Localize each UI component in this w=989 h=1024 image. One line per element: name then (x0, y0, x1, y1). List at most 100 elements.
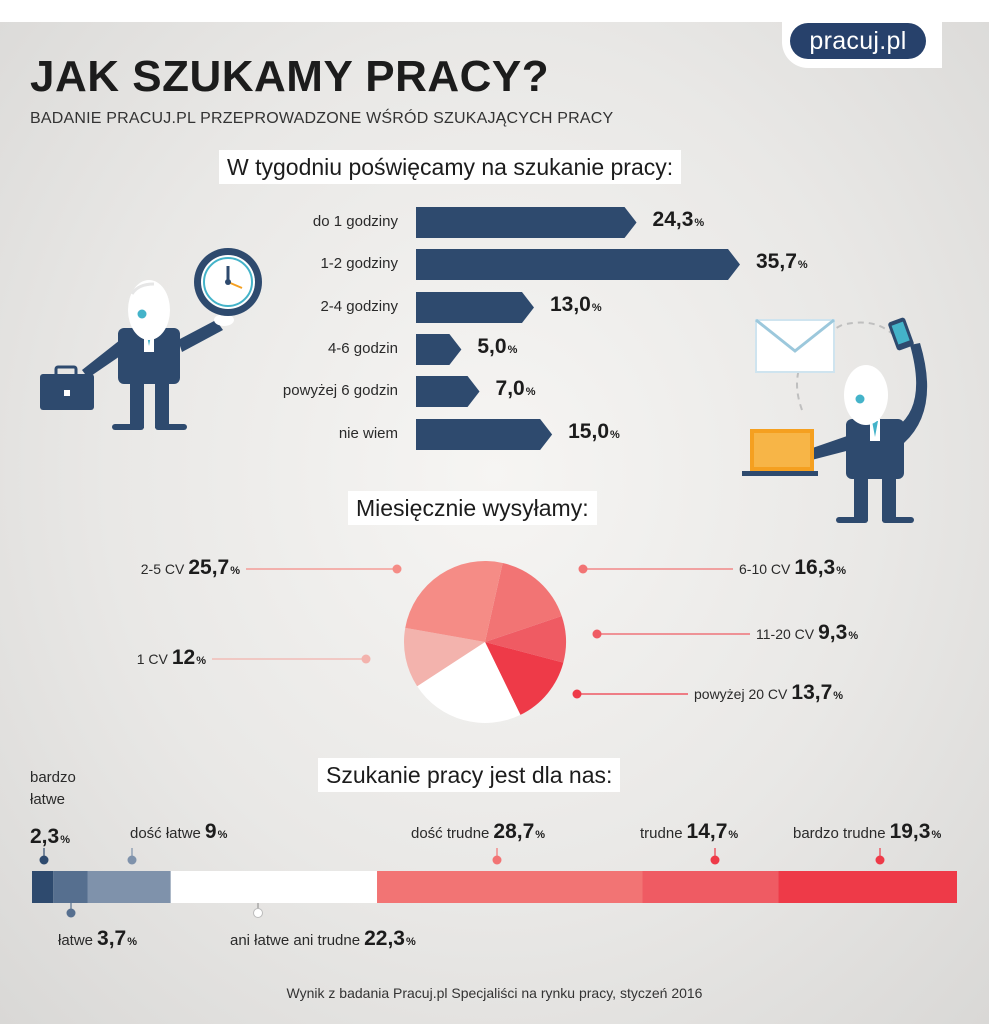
stack-segment (377, 871, 643, 903)
stack-label-unit: % (217, 829, 228, 841)
bar-category-label: nie wiem (338, 424, 398, 442)
stack-segment (53, 871, 88, 903)
bar-value-label: 15,0% (568, 420, 620, 444)
envelope-icon (755, 318, 835, 373)
stack-label-number: 28,7 (493, 820, 535, 843)
pie-label-number: 13,7 (791, 681, 833, 704)
section-title-monthly: Miesięcznie wysyłamy: (348, 491, 597, 525)
bar-shape (416, 249, 740, 281)
stack-label-category: ani łatwe ani trudne (230, 932, 361, 949)
stack-label-unit: % (535, 829, 546, 841)
pie-label-value: 12% (172, 646, 206, 669)
stack-leader-dot (492, 855, 502, 865)
stack-leader-dot (39, 855, 49, 865)
bar-mark (416, 207, 637, 238)
pie-slice (485, 642, 564, 715)
pie-label-number: 25,7 (188, 556, 230, 579)
bar-shape (416, 376, 480, 408)
stack-segment (642, 871, 779, 903)
bar-shape (416, 333, 462, 365)
pie-label-number: 12 (171, 646, 196, 669)
stack-label-number: 3,7 (97, 927, 127, 950)
stack-label-category: bardzo łatwe (30, 769, 76, 808)
pie-label-category: powyżej 20 CV (694, 686, 788, 702)
bar-value-label: 5,0% (477, 335, 517, 359)
bar-value-number: 24,3 (652, 208, 694, 231)
stack-label: dość trudne 28,7% (411, 820, 545, 844)
stack-leader-dot (66, 908, 76, 918)
bar-value-unit: % (591, 301, 602, 314)
stack-segment (778, 871, 957, 903)
phone-icon (888, 317, 914, 351)
pie-label: 1 CV 12% (137, 646, 206, 670)
stack-label-value: 28,7% (493, 820, 545, 843)
pie-label-value: 13,7% (791, 681, 843, 704)
stack-label: bardzo trudne 19,3% (793, 820, 941, 844)
stack-segment (170, 871, 378, 903)
bar-shape (416, 207, 637, 238)
stack-label-unit: % (931, 829, 942, 841)
laptop-icon (742, 429, 818, 476)
stack-label: bardzo łatwe 2,3% (30, 767, 92, 849)
stack-label: ani łatwe ani trudne 22,3% (230, 927, 416, 951)
stack-label: łatwe 3,7% (58, 927, 137, 951)
bar-value-label: 13,0% (550, 293, 602, 317)
stack-leader-dot (127, 855, 137, 865)
pie-slice (485, 616, 567, 663)
pracuj-logo[interactable]: pracuj.pl (790, 23, 926, 59)
bar-value-unit: % (525, 386, 536, 399)
pie-label: 6-10 CV 16,3% (739, 556, 846, 580)
pie-label-value: 25,7% (188, 556, 240, 579)
pie-slice (405, 561, 503, 642)
bar-shape (416, 418, 553, 450)
pie-label-number: 9,3 (818, 621, 848, 644)
pie-label: 11-20 CV 9,3% (756, 621, 858, 645)
stack-leader-dot (710, 855, 720, 865)
stack-label-value: 3,7% (97, 927, 137, 950)
pie-label-category: 6-10 CV (739, 561, 791, 577)
bar-category-label: powyżej 6 godzin (282, 382, 398, 400)
pie-label-category: 2-5 CV (140, 561, 185, 577)
briefcase-icon (40, 365, 94, 410)
stack-label-category: bardzo trudne (793, 825, 886, 842)
pie-label-unit: % (848, 630, 859, 642)
pie-label-unit: % (230, 565, 240, 577)
pie-leader-dot (578, 564, 588, 574)
bar-mark (416, 291, 534, 323)
pie-slice (485, 562, 562, 642)
pie-label-number: 16,3 (794, 556, 836, 579)
stack-label-value: 19,3% (890, 820, 942, 843)
bar-value-number: 13,0 (549, 292, 591, 316)
bar-value-number: 7,0 (495, 377, 525, 401)
stack-label-category: łatwe (58, 932, 94, 949)
bar-mark (416, 418, 553, 450)
pie-label-unit: % (833, 690, 844, 702)
bar-value-label: 24,3% (653, 208, 705, 232)
businessman-figure (82, 280, 234, 430)
stack-label: dość łatwe 9% (130, 820, 227, 844)
page-title: JAK SZUKAMY PRACY? (30, 52, 550, 101)
page-subtitle: BADANIE PRACUJ.PL PRZEPROWADZONE WŚRÓD S… (30, 110, 614, 127)
bar-value-number: 5,0 (477, 334, 507, 358)
footer-source: Wynik z badania Pracuj.pl Specjaliści na… (286, 985, 703, 1001)
stack-label-category: dość łatwe (130, 825, 201, 842)
pie-leader-dot (572, 689, 582, 699)
stack-label-number: 9 (204, 820, 217, 843)
bar-value-label: 7,0% (496, 377, 536, 401)
businessman-laptop-illustration (742, 317, 928, 523)
stack-leader-dot (875, 855, 885, 865)
clock-icon (194, 248, 262, 316)
bar-mark (416, 333, 462, 365)
pie-label: powyżej 20 CV 13,7% (694, 681, 843, 705)
stack-label-unit: % (405, 936, 416, 948)
stack-segment (32, 871, 54, 903)
pie-label: 2-5 CV 25,7% (141, 556, 240, 580)
stack-label-number: 19,3 (889, 820, 931, 843)
stack-label-value: 2,3% (30, 825, 92, 849)
bar-value-number: 35,7 (756, 250, 797, 274)
pie-label-category: 1 CV (136, 651, 168, 667)
stack-label-unit: % (60, 834, 70, 846)
stack-label-unit: % (728, 829, 739, 841)
